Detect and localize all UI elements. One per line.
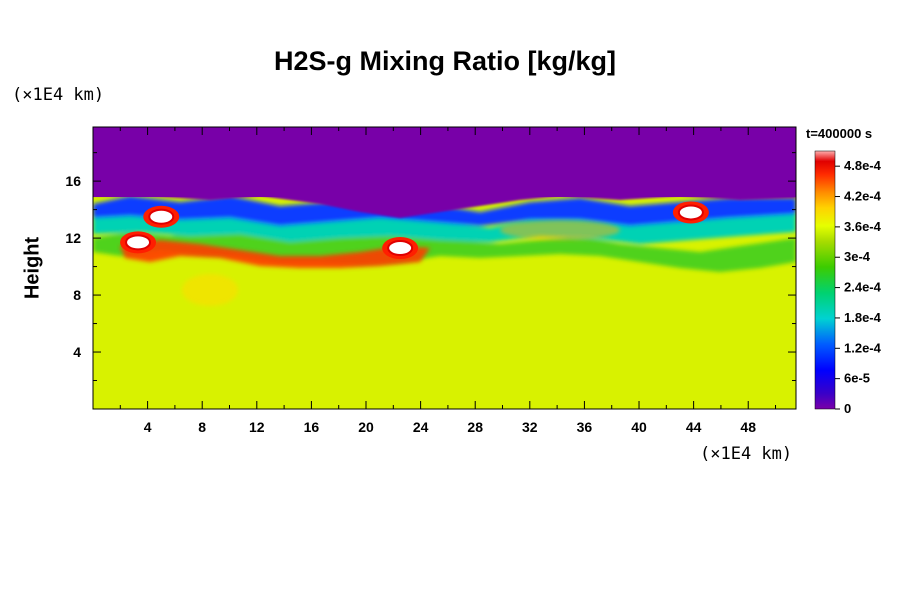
- y-tick-label: 8: [73, 287, 81, 303]
- hot-spots: [120, 201, 709, 260]
- colorbar-tick-label: 2.4e-4: [844, 280, 882, 295]
- y-tick-label: 4: [73, 344, 81, 360]
- x-tick-label: 48: [740, 419, 756, 435]
- colorbar-tick-label: 3e-4: [844, 249, 871, 264]
- x-tick-label: 40: [631, 419, 647, 435]
- x-tick-label: 32: [522, 419, 538, 435]
- x-tick-label: 4: [144, 419, 152, 435]
- colorbar-tick-label: 4.2e-4: [844, 189, 882, 204]
- hot-spot-core: [677, 204, 704, 221]
- x-axis: 4 8 12 16 20 24 28 32 36 40 44 48: [119, 127, 777, 435]
- field-orange-patch: [500, 220, 620, 240]
- field-red-band: [120, 240, 430, 268]
- colorbar-tick-label: 6e-5: [844, 371, 870, 386]
- hot-spot-core: [387, 240, 414, 257]
- field-purple-edge: [93, 127, 796, 218]
- x-tick-label: 36: [577, 419, 593, 435]
- colorbar-tick-label: 3.6e-4: [844, 219, 882, 234]
- time-label: t=400000 s: [806, 126, 873, 141]
- colorbar-tick-label: 4.8e-4: [844, 158, 882, 173]
- x-tick-label: 12: [249, 419, 265, 435]
- hot-spot-core: [125, 234, 152, 251]
- y-axis-unit: (×1E4 km): [12, 85, 105, 105]
- heatmap-field: [93, 127, 796, 409]
- x-axis-unit: (×1E4 km): [700, 444, 793, 464]
- field-green-band: [93, 228, 796, 272]
- y-tick-label: 16: [65, 173, 81, 189]
- colorbar-tick-label: 1.8e-4: [844, 310, 882, 325]
- x-tick-label: 8: [198, 419, 206, 435]
- x-tick-label: 16: [304, 419, 320, 435]
- colorbar-tick-label: 1.2e-4: [844, 340, 882, 355]
- hot-spot-core: [148, 208, 175, 225]
- colorbar-tick-label: 0: [844, 401, 851, 416]
- x-tick-label: 28: [467, 419, 483, 435]
- chart-title: H2S-g Mixing Ratio [kg/kg]: [273, 46, 616, 76]
- y-axis: 4 8 12 16: [65, 152, 796, 382]
- colorbar-strip: [814, 150, 836, 410]
- x-tick-label: 24: [413, 419, 429, 435]
- colorbar-axis: 0 6e-5 1.2e-4 1.8e-4 2.4e-4 3e-4 3.6e-4 4.2e-4 4…: [835, 158, 882, 416]
- x-tick-label: 20: [358, 419, 374, 435]
- y-tick-label: 12: [65, 230, 81, 246]
- plot-frame: [92, 126, 797, 410]
- field-yellow-patch: [182, 274, 238, 306]
- x-tick-label: 44: [686, 419, 702, 435]
